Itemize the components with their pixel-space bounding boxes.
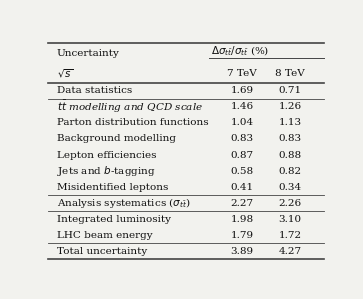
Text: 0.34: 0.34 [278,183,302,192]
Text: 1.69: 1.69 [231,86,254,95]
Text: 0.83: 0.83 [231,135,254,144]
Text: 3.10: 3.10 [278,215,302,224]
Text: 0.82: 0.82 [278,167,302,176]
Text: Total uncertainty: Total uncertainty [57,247,147,256]
Text: 4.27: 4.27 [278,247,302,256]
Text: 0.71: 0.71 [278,86,302,95]
Text: Jets and $b$-tagging: Jets and $b$-tagging [57,164,155,178]
Text: 8 TeV: 8 TeV [275,69,305,78]
Text: 0.87: 0.87 [231,150,254,159]
Text: $t\bar{t}$ modelling and QCD scale: $t\bar{t}$ modelling and QCD scale [57,99,203,115]
Text: $\sqrt{s}$: $\sqrt{s}$ [57,67,73,80]
Text: 1.72: 1.72 [278,231,302,240]
Text: Data statistics: Data statistics [57,86,132,95]
Text: 2.27: 2.27 [231,199,254,208]
Text: 0.83: 0.83 [278,135,302,144]
Text: $\Delta\sigma_{t\bar{t}}/\sigma_{t\bar{t}}$ (%): $\Delta\sigma_{t\bar{t}}/\sigma_{t\bar{t… [211,45,270,58]
Text: Misidentified leptons: Misidentified leptons [57,183,168,192]
Text: 1.79: 1.79 [231,231,254,240]
Text: Background modelling: Background modelling [57,135,176,144]
Text: 0.41: 0.41 [231,183,254,192]
Text: Lepton efficiencies: Lepton efficiencies [57,150,156,159]
Text: 0.58: 0.58 [231,167,254,176]
Text: 1.04: 1.04 [231,118,254,127]
Text: 0.88: 0.88 [278,150,302,159]
Text: Uncertainty: Uncertainty [57,49,119,58]
Text: LHC beam energy: LHC beam energy [57,231,152,240]
Text: 2.26: 2.26 [278,199,302,208]
Text: 3.89: 3.89 [231,247,254,256]
Text: 1.46: 1.46 [231,103,254,112]
Text: Integrated luminosity: Integrated luminosity [57,215,171,224]
Text: 1.98: 1.98 [231,215,254,224]
Text: 7 TeV: 7 TeV [228,69,257,78]
Text: Parton distribution functions: Parton distribution functions [57,118,208,127]
Text: 1.13: 1.13 [278,118,302,127]
Text: Analysis systematics ($\sigma_{t\bar{t}}$): Analysis systematics ($\sigma_{t\bar{t}}… [57,196,190,210]
Text: 1.26: 1.26 [278,103,302,112]
